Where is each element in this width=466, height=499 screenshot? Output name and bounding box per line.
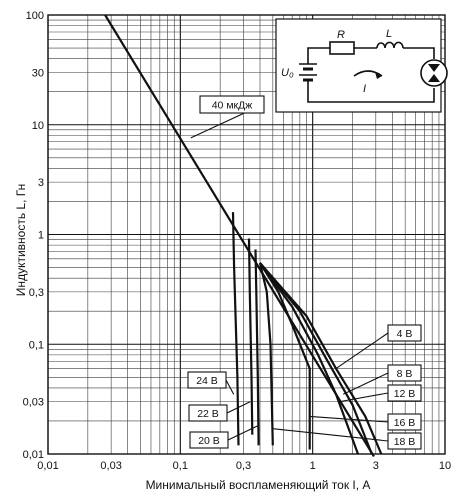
series-label-box	[189, 431, 229, 449]
series-labels: 40 мкДж 24 В 22 В 20 В 18 В 16 В 12 В 8 В 4 В	[187, 95, 422, 450]
x-tick-label: 0,03	[100, 460, 121, 472]
circuit-inset: R L U₀ I	[275, 18, 448, 113]
y-tick-label: 0,03	[23, 397, 44, 409]
x-axis-title: Минимальный воспламеняющий ток I, А	[146, 478, 371, 492]
series-label-leader	[342, 372, 389, 395]
series-label-6: 12 В	[394, 388, 416, 400]
spark-gap-symbol	[420, 59, 448, 87]
current-label: I	[363, 83, 366, 95]
x-tick-label: 10	[439, 460, 451, 472]
series-label-0: 40 мкДж	[212, 100, 253, 112]
series-label-8: 4 В	[397, 328, 413, 340]
series-line-4	[258, 262, 274, 446]
series-line-6	[259, 262, 360, 455]
inductor-symbol	[376, 41, 404, 49]
y-tick-labels: 100 30 10 3 1 0,3 0,1 0,03 0,01	[23, 10, 44, 461]
series-label-leader	[335, 332, 389, 370]
series-label-box	[199, 95, 265, 114]
resistor-symbol	[329, 41, 355, 55]
current-arrowhead-icon	[375, 72, 382, 79]
plot-frame	[47, 14, 446, 455]
series-label-box	[187, 371, 227, 389]
series-label-3: 20 В	[198, 435, 220, 447]
x-tick-label: 0,01	[37, 460, 58, 472]
series-label-box	[387, 432, 422, 450]
series-line-7	[259, 262, 373, 455]
inductor-label: L	[386, 28, 392, 40]
circuit-wires	[307, 47, 435, 103]
series-label-4: 18 В	[394, 436, 416, 448]
series-label-box	[188, 404, 228, 422]
x-tick-label: 3	[373, 460, 379, 472]
series-label-leader	[225, 379, 235, 395]
series-label-box	[387, 324, 422, 342]
series-line-2	[247, 238, 254, 435]
x-tick-label: 0,3	[236, 460, 251, 472]
y-tick-label: 0,01	[23, 449, 44, 461]
y-tick-label: 0,3	[29, 287, 44, 299]
resistor-label: R	[337, 29, 345, 41]
x-tick-labels: 0,01 0,03 0,1 0,3 1 3 10	[37, 460, 451, 472]
y-tick-label: 1	[38, 230, 44, 242]
series-label-2: 22 В	[197, 408, 219, 420]
x-tick-label: 1	[310, 460, 316, 472]
series-line-5	[259, 262, 311, 450]
current-arrow-icon	[353, 70, 383, 77]
y-tick-label: 100	[26, 10, 44, 22]
y-tick-label: 0,1	[29, 339, 44, 351]
y-tick-label: 10	[32, 120, 44, 132]
y-axis-title: Индуктивность L, Гн	[14, 184, 28, 296]
series-line-3	[254, 249, 260, 446]
source-label: U₀	[281, 67, 294, 79]
series-label-leader	[226, 401, 251, 414]
series-label-1: 24 В	[196, 375, 218, 387]
series-label-box	[387, 364, 422, 382]
series-label-box	[387, 413, 422, 431]
series-line-1	[231, 212, 240, 446]
battery-symbol	[299, 63, 317, 82]
series-label-leader	[227, 425, 258, 441]
series-label-box	[387, 384, 422, 402]
series-label-5: 16 В	[394, 417, 416, 429]
series-label-leader	[309, 415, 389, 423]
series-label-leader	[339, 392, 389, 403]
inset-frame	[275, 18, 442, 113]
series-line-0	[104, 14, 375, 457]
curves	[104, 14, 383, 457]
y-tick-label: 3	[38, 177, 44, 189]
series-label-7: 8 В	[397, 368, 413, 380]
x-tick-label: 0,1	[173, 460, 188, 472]
series-label-leader	[272, 428, 389, 442]
y-tick-label: 30	[32, 67, 44, 79]
